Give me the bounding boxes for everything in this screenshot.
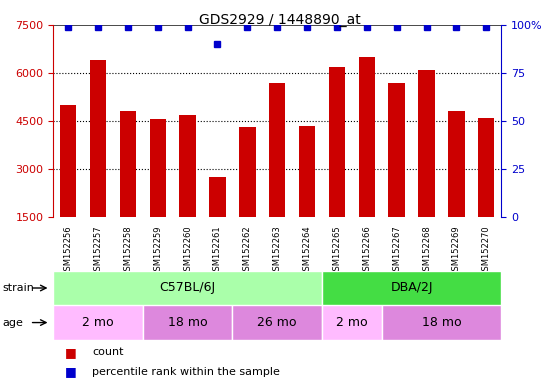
Bar — [232, 305, 322, 340]
Text: DBA/2J: DBA/2J — [390, 281, 433, 295]
Bar — [239, 127, 255, 265]
Text: GSM152270: GSM152270 — [482, 225, 491, 276]
Text: GSM152257: GSM152257 — [94, 225, 102, 276]
Bar — [60, 105, 76, 265]
Bar — [329, 66, 345, 265]
Text: GSM152263: GSM152263 — [273, 225, 282, 276]
Bar — [150, 119, 166, 265]
Text: GSM152266: GSM152266 — [362, 225, 371, 276]
Bar — [90, 60, 106, 265]
Text: GSM152256: GSM152256 — [64, 225, 73, 276]
Bar — [448, 111, 465, 265]
Text: GSM152265: GSM152265 — [333, 225, 342, 276]
Bar — [418, 70, 435, 265]
Text: 2 mo: 2 mo — [336, 316, 368, 329]
Bar — [53, 271, 322, 305]
Bar — [382, 305, 501, 340]
Bar — [322, 305, 382, 340]
Text: GSM152261: GSM152261 — [213, 225, 222, 276]
Text: GSM152258: GSM152258 — [123, 225, 132, 276]
Text: ■: ■ — [64, 365, 76, 378]
Bar — [478, 118, 494, 265]
Text: GSM152259: GSM152259 — [153, 225, 162, 276]
Bar — [358, 57, 375, 265]
Text: C57BL/6J: C57BL/6J — [160, 281, 216, 295]
Text: age: age — [3, 318, 24, 328]
Text: count: count — [92, 347, 124, 358]
Bar — [322, 271, 501, 305]
Text: 26 mo: 26 mo — [258, 316, 297, 329]
Text: GSM152262: GSM152262 — [243, 225, 252, 276]
Text: 18 mo: 18 mo — [168, 316, 207, 329]
Bar — [209, 177, 226, 265]
Text: GSM152268: GSM152268 — [422, 225, 431, 276]
Text: 18 mo: 18 mo — [422, 316, 461, 329]
Text: ■: ■ — [64, 346, 76, 359]
Bar — [299, 126, 315, 265]
Text: percentile rank within the sample: percentile rank within the sample — [92, 366, 280, 377]
Bar — [143, 305, 232, 340]
Text: GSM152260: GSM152260 — [183, 225, 192, 276]
Bar — [269, 83, 286, 265]
Text: GSM152267: GSM152267 — [392, 225, 401, 276]
Bar — [179, 114, 196, 265]
Bar — [53, 305, 143, 340]
Bar — [389, 83, 405, 265]
Text: GSM152269: GSM152269 — [452, 225, 461, 276]
Text: 2 mo: 2 mo — [82, 316, 114, 329]
Text: GDS2929 / 1448890_at: GDS2929 / 1448890_at — [199, 13, 361, 27]
Text: GSM152264: GSM152264 — [302, 225, 311, 276]
Text: strain: strain — [3, 283, 35, 293]
Bar — [120, 111, 136, 265]
